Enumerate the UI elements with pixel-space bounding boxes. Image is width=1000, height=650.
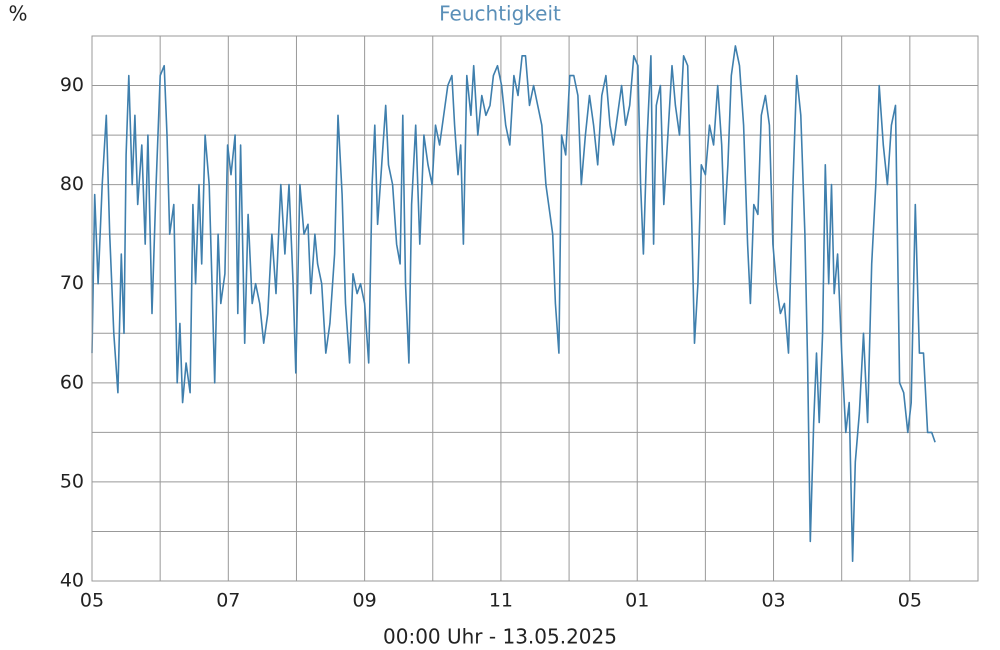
x-tick-label: 05 [898, 590, 922, 612]
grid [91, 36, 978, 582]
y-tick-label: 70 [60, 272, 84, 294]
y-tick-label: 40 [60, 570, 84, 592]
x-tick-label: 03 [761, 590, 785, 612]
line [91, 45, 936, 562]
y-tick-label: 80 [60, 173, 84, 195]
plot [91, 45, 936, 562]
x-tick-label: 05 [80, 590, 104, 612]
y-tick-label: 60 [60, 371, 84, 393]
y-axis-label: % [8, 2, 27, 26]
y-tick-label: 90 [60, 74, 84, 96]
chart-title: Feuchtigkeit [439, 2, 561, 26]
x-axis-label: 00:00 Uhr - 13.05.2025 [383, 625, 617, 649]
x-tick-label: 09 [353, 590, 377, 612]
x-tick-label: 01 [625, 590, 649, 612]
x-tick-label: 07 [216, 590, 240, 612]
y-tick-label: 50 [60, 470, 84, 492]
x-tick-label: 11 [489, 590, 513, 612]
plot-frame [91, 35, 979, 582]
